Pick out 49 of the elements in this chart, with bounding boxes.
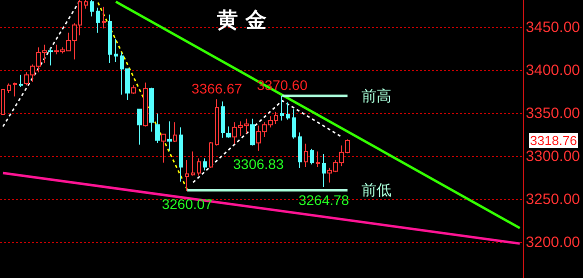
candlestick bbox=[298, 132, 302, 168]
candlestick bbox=[19, 74, 23, 88]
candlestick bbox=[137, 108, 142, 146]
candlestick bbox=[48, 48, 53, 66]
candlestick bbox=[191, 150, 195, 176]
y-tick-label: 3350.00 bbox=[526, 105, 580, 122]
candlestick bbox=[292, 108, 296, 140]
candlestick bbox=[185, 160, 189, 192]
candlestick bbox=[131, 84, 136, 94]
candlestick bbox=[13, 82, 17, 97]
candlestick bbox=[114, 38, 118, 62]
candlestick bbox=[316, 150, 320, 168]
annotation: 3366.67 bbox=[192, 80, 242, 96]
candlestick bbox=[197, 158, 201, 176]
y-tick-label: 3200.00 bbox=[526, 234, 580, 252]
annotation: 3260.07 bbox=[162, 196, 213, 212]
candlestick bbox=[179, 126, 183, 182]
annotation: 3264.78 bbox=[298, 192, 350, 208]
candlestick bbox=[167, 120, 172, 152]
candlestick bbox=[161, 134, 166, 164]
y-tick-label: 3400.00 bbox=[526, 62, 580, 80]
candlestick bbox=[149, 87, 154, 132]
candlestick bbox=[7, 82, 11, 94]
candlestick bbox=[90, 0, 94, 17]
candlestick bbox=[108, 14, 112, 64]
y-tick-label: 3250.00 bbox=[526, 191, 580, 208]
chart-title: 黄 金 bbox=[216, 7, 266, 32]
candlestick bbox=[221, 101, 225, 138]
y-tick-label: 3300.00 bbox=[526, 148, 580, 166]
candlestick bbox=[102, 6, 106, 29]
candlestick bbox=[203, 158, 207, 171]
candlestick bbox=[215, 98, 219, 146]
candlestick bbox=[250, 118, 255, 146]
candlestick bbox=[322, 154, 326, 188]
text: 3318.76 bbox=[530, 133, 577, 148]
candlestick bbox=[286, 102, 290, 120]
candlestick bbox=[209, 142, 213, 168]
candlestick bbox=[96, 7, 100, 34]
candlestick bbox=[310, 148, 314, 165]
series-label: 前高 bbox=[362, 86, 392, 105]
candlestick bbox=[280, 95, 284, 121]
y-tick-label: 3450.00 bbox=[526, 19, 580, 36]
candlestick bbox=[143, 82, 148, 128]
series-label: 前低 bbox=[362, 181, 392, 200]
candlestick bbox=[173, 122, 177, 143]
candlestick bbox=[155, 113, 160, 144]
candlestick bbox=[304, 143, 308, 168]
annotation: 3306.83 bbox=[233, 156, 284, 172]
candlestick bbox=[226, 126, 231, 138]
